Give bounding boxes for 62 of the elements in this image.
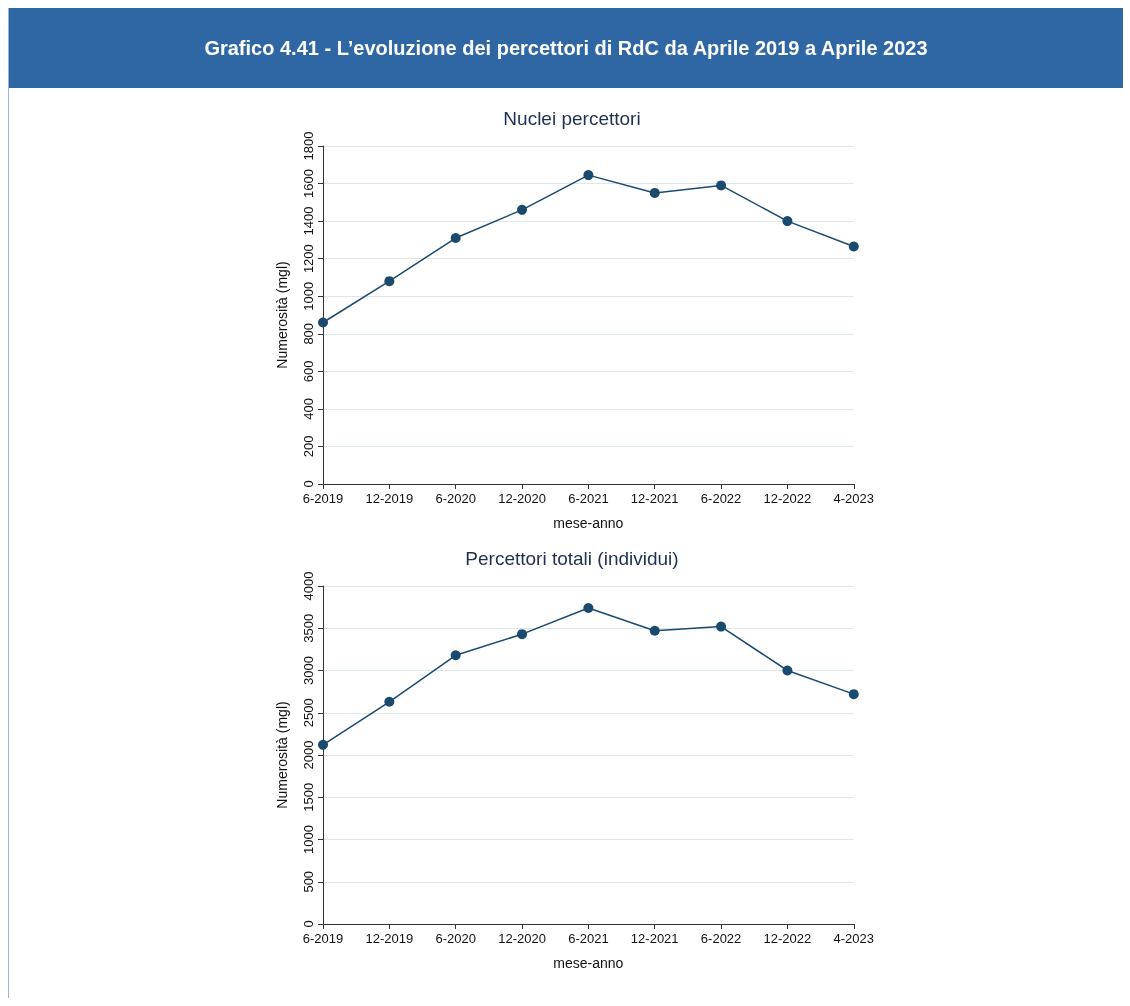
x-tick-label: 12-2019: [365, 491, 414, 506]
x-tick-label: 12-2021: [630, 491, 679, 506]
point: [848, 241, 859, 252]
x-axis-title: mese-anno: [553, 515, 624, 531]
x-axis-title: mese-anno: [553, 955, 624, 971]
y-tick-label: 200: [301, 435, 316, 458]
y-axis-title: Numerosità (mgl): [274, 261, 290, 369]
x-tick-label: 6-2019: [302, 931, 344, 946]
x-tick-label: 6-2019: [302, 491, 344, 506]
point: [384, 696, 395, 707]
point: [848, 689, 859, 700]
x-tick-label: 4-2023: [833, 931, 874, 946]
y-axis-title: Numerosità (mgl): [274, 701, 290, 809]
y-tick-label: 0: [301, 920, 316, 928]
y-tick-label: 1800: [301, 131, 316, 161]
chart-title: Percettori totali (individui): [465, 548, 679, 569]
point: [782, 216, 793, 227]
x-tick-label: 6-2022: [700, 931, 742, 946]
y-tick-label: 4000: [301, 571, 316, 601]
text: Grafico 4.41 - L’evoluzione dei percettori di RdC da Aprile 2019 a Aprile 2023: [9, 8, 1123, 88]
point: [450, 233, 461, 244]
y-tick-label: 1400: [301, 206, 316, 236]
y-tick-label: 1000: [301, 825, 316, 854]
x-tick-label: 12-2020: [498, 931, 546, 946]
x-tick-label: 12-2020: [498, 491, 546, 506]
point: [450, 650, 461, 661]
point: [517, 629, 528, 640]
x-tick-label: 6-2021: [568, 931, 609, 946]
y-tick-label: 2500: [301, 698, 316, 728]
y-tick-label: 0: [301, 480, 316, 488]
point: [649, 187, 660, 198]
y-tick-label: 600: [301, 360, 316, 383]
x-tick-label: 12-2019: [365, 931, 414, 946]
y-tick-label: 1600: [301, 169, 316, 199]
x-tick-label: 6-2020: [435, 491, 476, 506]
y-tick-label: 2000: [301, 740, 316, 770]
x-tick-label: 12-2022: [763, 931, 812, 946]
y-tick-label: 500: [301, 870, 316, 893]
x-tick-label: 6-2020: [435, 931, 476, 946]
y-tick-label: 1500: [301, 782, 316, 812]
point: [318, 739, 328, 750]
x-tick-label: 4-2023: [833, 491, 874, 506]
point: [318, 317, 328, 328]
point: [649, 625, 660, 636]
point: [716, 621, 727, 632]
point: [384, 276, 395, 287]
y-tick-label: 3000: [301, 656, 316, 685]
point: [583, 602, 594, 613]
x-tick-label: 12-2021: [630, 931, 679, 946]
x-tick-label: 6-2022: [700, 491, 742, 506]
x-tick-label: 12-2022: [763, 491, 812, 506]
point: [716, 180, 727, 191]
y-tick-label: 3500: [301, 613, 316, 643]
chart-title: Nuclei percettori: [503, 108, 641, 129]
y-tick-label: 800: [301, 322, 316, 345]
x-tick-label: 6-2021: [568, 491, 609, 506]
y-tick-label: 400: [301, 398, 316, 420]
y-tick-label: 1000: [301, 281, 316, 311]
point: [583, 170, 594, 181]
y-tick-label: 1200: [301, 244, 316, 274]
point: [782, 665, 793, 676]
point: [517, 204, 528, 215]
